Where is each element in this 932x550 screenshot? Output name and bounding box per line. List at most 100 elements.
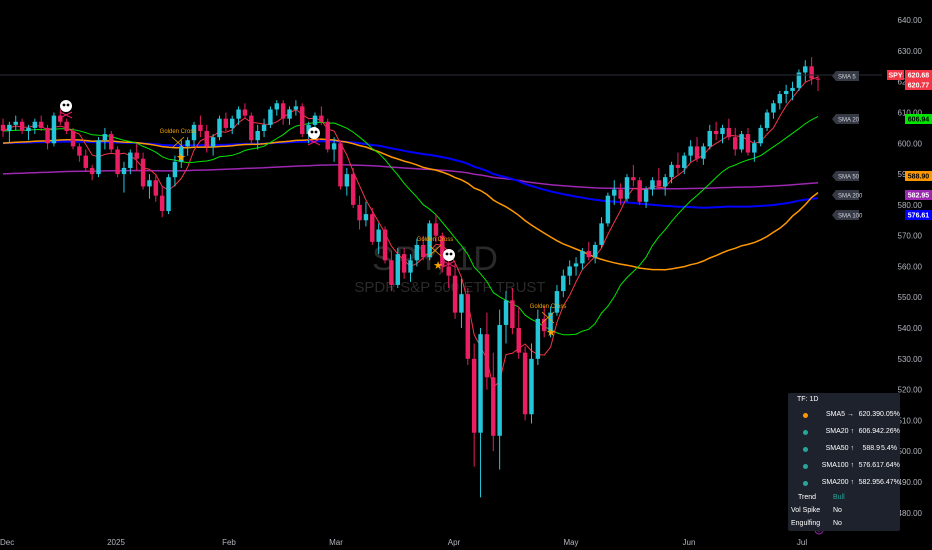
candle — [631, 164, 636, 187]
y-tick-label: 570.00 — [898, 232, 923, 241]
golden-cross-label: Golden Cross — [530, 304, 567, 310]
engulfing-value: No — [833, 520, 842, 527]
candle-body — [300, 106, 305, 135]
line-label-bg — [832, 210, 859, 220]
candle-body — [166, 177, 171, 212]
candle-body — [522, 352, 528, 415]
candle-body — [796, 72, 802, 88]
y-tick-label: 580.00 — [898, 201, 923, 210]
candle-body — [102, 134, 108, 141]
cross-mark-icon — [428, 244, 442, 257]
line-label-bg — [832, 190, 859, 200]
candle — [586, 241, 592, 261]
candle-body — [421, 244, 426, 258]
candle-body — [803, 66, 808, 73]
candle — [433, 214, 439, 242]
svg-text:E: E — [817, 528, 821, 534]
candle — [249, 112, 254, 144]
candle-body — [484, 334, 490, 378]
sma200-line — [2, 164, 819, 190]
sma-label: SMA100 ↑ — [821, 462, 854, 469]
candle-body — [26, 127, 31, 131]
price-axis[interactable]: 480.00 490.00 500.00 510.00 520.00 530.00 540.… — [898, 16, 923, 518]
candle-body — [38, 121, 44, 128]
sma-value: 582.95 — [858, 479, 880, 486]
candle-body — [592, 244, 598, 258]
candle — [109, 130, 114, 153]
time-axis[interactable]: Dec 2025 Feb Mar Apr May Jun Jul — [0, 538, 807, 547]
candle-body — [701, 146, 706, 159]
candle — [210, 134, 216, 156]
candle-body — [503, 300, 509, 325]
candle — [147, 174, 152, 199]
candle — [191, 121, 197, 147]
candle — [720, 124, 725, 144]
candle — [796, 69, 802, 91]
candle-body — [357, 204, 362, 221]
candle-body — [134, 152, 139, 159]
candle-body — [128, 152, 133, 168]
sma-line-label: SMA 5 — [832, 71, 859, 81]
candle-body — [319, 115, 324, 122]
panel-row-sma50: SMA50 ↑ 588.9 5.4% — [788, 444, 900, 456]
candle — [815, 75, 821, 91]
candle-body — [599, 223, 604, 245]
candle-body — [669, 164, 674, 178]
candle-body — [682, 155, 687, 168]
candle — [217, 115, 222, 141]
candle-body — [809, 66, 814, 79]
candle-body — [210, 137, 216, 147]
sma-pct: 7.64% — [880, 462, 900, 469]
candle — [242, 103, 248, 119]
candle — [153, 174, 159, 202]
candle — [13, 115, 18, 131]
sma20-line — [2, 115, 819, 336]
candle-body — [783, 90, 789, 95]
candle-body — [541, 318, 547, 332]
engulfing-label: Engulfing — [791, 520, 821, 527]
sma-label: SMA5 → — [825, 411, 854, 418]
candle — [325, 118, 330, 153]
candle-body — [713, 130, 719, 135]
price-tag: SPY 620.68 — [887, 70, 932, 80]
candle — [701, 143, 706, 165]
tag-symbol: SPY — [888, 73, 902, 80]
candle — [745, 127, 751, 156]
candle-body — [535, 318, 541, 359]
candle — [421, 235, 426, 261]
candle — [121, 161, 127, 193]
candle — [395, 247, 400, 289]
candle-body — [45, 127, 50, 144]
candle — [102, 127, 108, 150]
price-tags: SPY 620.68 620.77 606.94 588.90 582.95 576.61 — [887, 70, 932, 220]
candle-body — [261, 124, 267, 131]
candle — [510, 288, 515, 335]
candle — [580, 247, 585, 270]
status-dot-icon — [803, 481, 808, 486]
sma-value: 620.39 — [858, 411, 880, 418]
candle — [179, 140, 184, 168]
sma50-line — [2, 138, 819, 271]
panel-row-sma20: SMA20 ↑ 606.94 2.26% — [788, 427, 900, 439]
candle-body — [140, 158, 146, 187]
candle — [408, 254, 413, 282]
candle-body — [675, 164, 681, 168]
candle-body — [758, 127, 763, 144]
candle — [669, 161, 674, 184]
candle-body — [637, 180, 642, 202]
line-label-bg — [832, 114, 859, 124]
skull-bone — [307, 138, 321, 146]
candle — [255, 124, 260, 150]
candle — [363, 201, 369, 227]
candle — [688, 140, 693, 162]
candle-body — [567, 266, 572, 276]
candle — [350, 167, 356, 208]
sma-label: SMA20 ↑ — [825, 428, 854, 435]
candle — [26, 124, 31, 141]
candle — [624, 174, 630, 202]
candle — [452, 263, 458, 319]
candle — [656, 167, 662, 190]
candle-body — [612, 189, 617, 196]
golden-cross-label: Golden Cross — [417, 237, 454, 243]
